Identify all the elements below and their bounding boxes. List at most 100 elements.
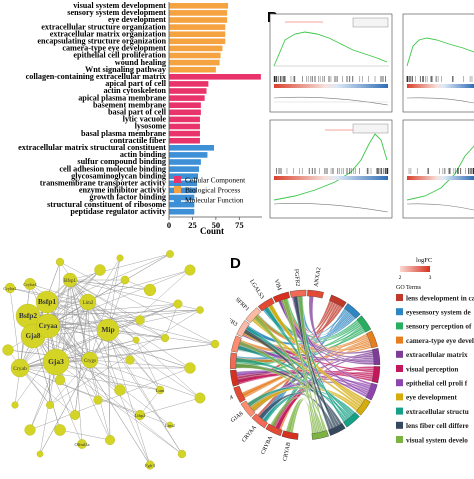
legend-swatch <box>174 196 181 203</box>
bar <box>169 3 228 9</box>
node-label: Bsfp2 <box>19 311 38 320</box>
gsea-plot-4 <box>403 120 474 218</box>
bar <box>169 102 201 108</box>
network-node <box>195 393 205 403</box>
go-terms-title: GO Terms <box>396 285 422 291</box>
gene-label: CRYBA4 <box>230 395 234 410</box>
chord-ribbons <box>236 296 374 434</box>
go-term-swatch <box>396 365 403 372</box>
go-term-label: lens fiber cell differe <box>406 422 469 430</box>
bar <box>169 159 201 165</box>
go-term-label: eyesensory system de <box>406 309 471 317</box>
gene-label: FGFR2 <box>293 269 301 287</box>
bar <box>169 60 220 66</box>
gene-arc <box>230 353 237 369</box>
bar <box>169 209 194 215</box>
gene-label: CRYAA <box>241 424 258 443</box>
x-axis-title: Count <box>200 226 224 236</box>
bar <box>169 124 200 130</box>
go-term-label: lens development in ca <box>406 294 474 302</box>
node-label: Gja8 <box>26 332 41 340</box>
bar <box>169 46 222 52</box>
bar <box>169 81 208 87</box>
network-node <box>94 264 105 275</box>
node-label: Cryaa <box>39 322 58 330</box>
category-label: peptidase regulator activity <box>70 207 167 216</box>
go-term-swatch <box>396 422 403 429</box>
bar <box>169 152 207 158</box>
go-term-legend: lens development in ca eyesensory system … <box>396 294 474 444</box>
network-node <box>55 375 65 385</box>
legend-swatch <box>174 176 181 183</box>
network-node <box>185 363 196 374</box>
network-edge <box>90 270 190 360</box>
bar <box>169 88 207 94</box>
node-label: Cryab <box>13 366 27 372</box>
bar <box>169 166 199 172</box>
go-term-swatch <box>396 294 403 301</box>
legend-label: Cellular Component <box>185 176 246 185</box>
node-label: Lim2 <box>83 301 94 306</box>
bar <box>169 74 261 80</box>
colorbar-min: 2 <box>399 275 402 281</box>
panel-d: D CRYABCRYBACRYAAGJA8CRYBA4CRYBB2CRYGSCR… <box>230 240 474 474</box>
node-label: Bsfp1 <box>38 297 57 306</box>
go-term-label: extracellular matrix <box>406 351 468 359</box>
network-node <box>105 435 115 445</box>
colorbar-max: 3 <box>429 275 432 281</box>
network-node <box>211 340 219 348</box>
bar <box>169 145 214 151</box>
network-node <box>70 410 80 420</box>
network-node <box>185 265 196 276</box>
gene-label: SFRP1 <box>234 297 250 313</box>
bar <box>169 95 205 101</box>
bar <box>169 138 200 144</box>
network-node <box>12 402 19 409</box>
bar <box>169 24 225 30</box>
node-label: Cryba1 <box>3 286 16 291</box>
bar <box>169 131 200 137</box>
node-label: Olfml2a <box>75 442 90 447</box>
rank-gradient <box>274 84 388 88</box>
bar <box>169 31 225 37</box>
network-nodes: Bsfp2Bsfp1Gja8CryaaGja3MipCryabLim2Crygs… <box>3 250 219 469</box>
go-term-label: extracellular structu <box>406 408 469 416</box>
go-term-swatch <box>396 436 403 443</box>
network-node <box>135 315 144 324</box>
node-label: Crygs <box>84 359 96 364</box>
gene-label: ANXA2 <box>314 267 323 287</box>
gene-label: FGFR3 <box>230 314 238 328</box>
gene-label: VIM <box>273 279 282 292</box>
x-tick-label: 0 <box>167 220 171 230</box>
go-term-label: visual system develo <box>406 436 468 444</box>
gene-label: LGALS3 <box>248 279 265 301</box>
stats-box <box>353 18 388 27</box>
network-edge <box>56 362 182 454</box>
network-node <box>161 334 169 342</box>
node-label: Ltbp2 <box>135 413 146 418</box>
bar <box>169 39 225 45</box>
gene-label: GJA8 <box>230 411 244 424</box>
node-label: Fgfr3 <box>145 463 156 468</box>
go-term-label: camera-type eye devel <box>406 337 474 345</box>
go-term-label: visual perception <box>406 365 458 373</box>
network-node <box>178 450 186 458</box>
x-tick-label: 75 <box>235 220 244 230</box>
network-node <box>37 451 43 457</box>
panel-b: B <box>265 0 474 245</box>
go-term-swatch <box>396 351 403 358</box>
colorbar-title: logFC <box>416 257 432 264</box>
legend-label: Molecular Function <box>185 196 244 205</box>
network-node <box>121 276 129 284</box>
bar <box>169 67 216 73</box>
network-node <box>144 284 156 296</box>
logfc-colorbar <box>400 266 430 272</box>
ppi-network: Bsfp2Bsfp1Gja8CryaaGja3MipCryabLim2Crygs… <box>0 240 230 474</box>
network-node <box>166 250 173 257</box>
node-label: Mip <box>101 325 114 334</box>
go-term-swatch <box>396 393 403 400</box>
gsea-plots: B <box>265 0 474 245</box>
network-node <box>56 258 64 266</box>
